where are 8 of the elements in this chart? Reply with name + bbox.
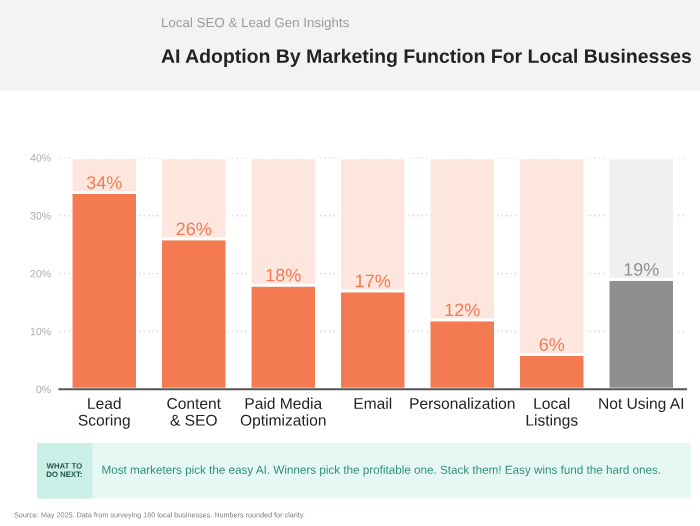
data-label: 26% [176, 222, 212, 236]
chart-title: AI Adoption By Marketing Function For Local Businesses [161, 48, 692, 67]
data-label: 19% [624, 262, 659, 276]
data-label: 12% [445, 303, 480, 317]
data-label: 6% [539, 338, 565, 351]
data-label: 17% [356, 274, 391, 288]
data-label: 18% [266, 268, 301, 282]
data-label: 34% [86, 176, 122, 189]
